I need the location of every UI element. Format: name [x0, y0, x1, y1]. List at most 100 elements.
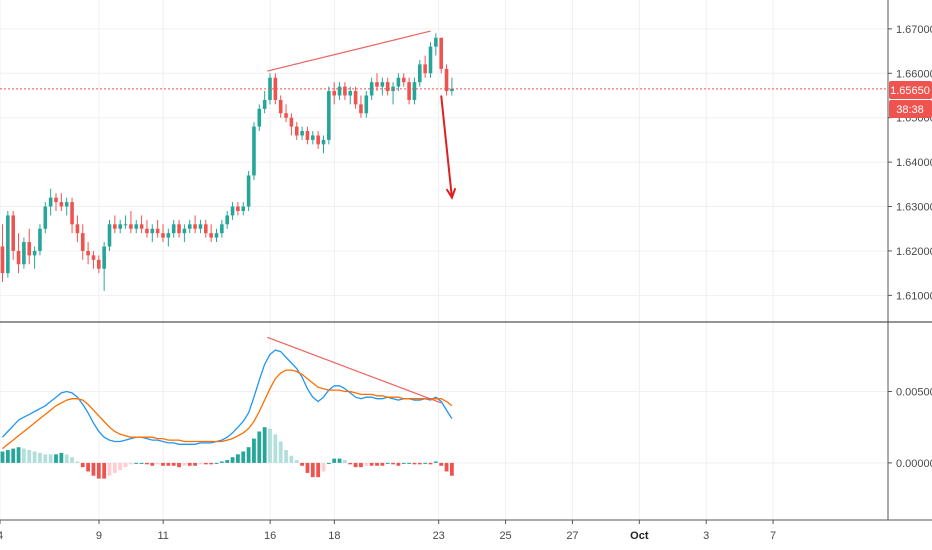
histogram-bar: [75, 461, 80, 463]
candle-body: [193, 224, 197, 229]
histogram-bar: [332, 458, 337, 463]
candle-body: [155, 228, 160, 234]
histogram-bar: [5, 450, 10, 463]
histogram-bar: [48, 454, 53, 463]
histogram-bar: [214, 462, 219, 464]
histogram-bar: [198, 462, 203, 465]
down-arrow[interactable]: [440, 95, 457, 200]
candle-body: [64, 202, 69, 207]
candle-body: [70, 202, 74, 225]
histogram-bar: [134, 462, 139, 464]
histogram-bar: [166, 462, 171, 466]
histogram-bar: [268, 428, 272, 463]
candle-body: [11, 215, 15, 251]
macd-trendline[interactable]: [267, 336, 442, 404]
histogram-bar: [225, 460, 230, 463]
candle-body: [332, 91, 336, 96]
histogram-bar: [396, 462, 401, 466]
histogram-bar: [123, 462, 128, 468]
candle-body: [278, 99, 283, 114]
candle-body: [6, 215, 10, 274]
histogram-bar: [369, 462, 374, 466]
histogram-bar: [139, 462, 144, 464]
price-axis[interactable]: 1.610001.620001.630001.640001.650001.660…: [888, 24, 932, 302]
candle-body: [321, 139, 326, 145]
histogram-bar: [171, 462, 176, 466]
candle-body: [444, 68, 449, 92]
candle-body: [375, 82, 379, 87]
histogram-bar: [321, 462, 326, 472]
histogram-bar: [326, 462, 331, 464]
candle-body: [16, 250, 21, 265]
candle-body: [327, 91, 331, 140]
candle-body: [396, 77, 401, 87]
histogram-bar: [38, 452, 42, 463]
candle-body: [150, 228, 155, 234]
candle-body: [134, 224, 139, 229]
candle-body: [311, 135, 315, 140]
histogram-bar: [439, 462, 444, 466]
histogram-bar: [401, 462, 406, 464]
histogram-bar: [182, 462, 187, 466]
histogram-bar: [284, 450, 288, 463]
histogram-bar: [246, 447, 251, 463]
histogram-bar: [161, 462, 165, 466]
histogram-bar: [187, 462, 192, 466]
candle-body: [380, 82, 385, 87]
histogram-bar: [86, 462, 90, 472]
histogram-bar: [348, 462, 353, 465]
candle-body: [289, 117, 294, 127]
macd-axis[interactable]: 0.00000 0.00500: [888, 387, 932, 470]
histogram-bar: [177, 462, 181, 468]
histogram-bar: [273, 434, 278, 463]
price-pane[interactable]: [0, 30, 888, 291]
price-badge-value: 1.65650: [890, 85, 930, 97]
candle-body: [343, 86, 347, 96]
time-tick-label: 27: [566, 530, 578, 542]
histogram-bar: [27, 450, 32, 463]
time-tick-label: 16: [264, 530, 276, 542]
arrow-shaft: [440, 95, 453, 198]
signal-line: [2, 369, 453, 450]
macd-line: [2, 349, 453, 445]
histogram-bar: [203, 462, 208, 465]
histogram-bar: [305, 462, 310, 473]
candle-body: [385, 82, 390, 92]
macd-tick-label: 0.00000: [896, 458, 932, 470]
candle-body: [177, 224, 181, 234]
candle-body: [102, 246, 106, 269]
histogram-bar: [112, 462, 117, 473]
candle-body: [236, 206, 240, 211]
candle-body: [91, 255, 96, 260]
candle-body: [369, 82, 374, 96]
histogram-bar: [353, 462, 358, 468]
histogram-bar: [310, 462, 315, 478]
histogram-bar: [16, 447, 21, 463]
macd-pane[interactable]: [0, 336, 454, 479]
price-tick-label: 1.63000: [896, 202, 932, 214]
candle-body: [107, 224, 112, 247]
histogram-bar: [0, 451, 5, 463]
candle-body: [204, 224, 208, 234]
histogram-bar: [450, 462, 454, 476]
price-trendline[interactable]: [267, 30, 431, 72]
candle-body: [113, 224, 117, 229]
histogram-bar: [316, 462, 321, 478]
time-axis[interactable]: 4 9 11 16 18 23 25 27 Oct 3 7: [0, 520, 776, 542]
candle-body: [145, 228, 149, 234]
candle-body: [450, 88, 454, 92]
macd-tick-label: 0.00500: [896, 387, 932, 399]
histogram-bar: [428, 462, 433, 465]
time-tick-label: 7: [770, 530, 776, 542]
histogram-bar: [236, 454, 240, 463]
histogram-bar: [155, 462, 160, 465]
time-tick-label: 23: [433, 530, 445, 542]
candle-body: [187, 224, 192, 229]
candle-body: [38, 228, 42, 251]
histogram-bar: [54, 454, 58, 463]
candle-body: [401, 77, 406, 83]
candle-body: [182, 228, 187, 234]
candle-body: [348, 91, 353, 96]
candle-body: [32, 250, 37, 256]
